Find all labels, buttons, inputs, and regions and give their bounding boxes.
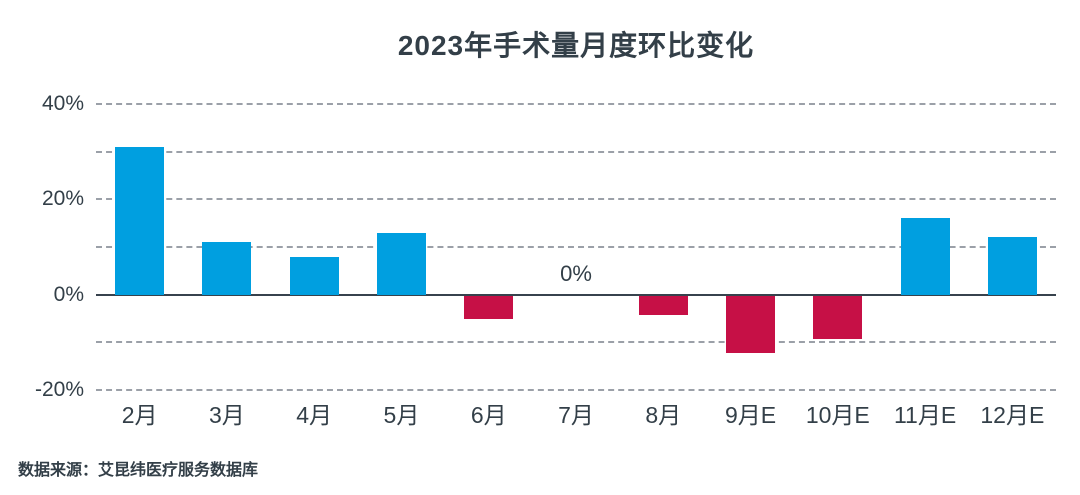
x-axis-label-9月E: 9月E — [724, 402, 777, 428]
y-axis-tick-label: 0% — [53, 282, 84, 306]
gridline--10 — [96, 341, 1056, 344]
bar-9月E — [726, 295, 776, 353]
bar-12月E — [987, 237, 1037, 295]
data-source-note: 数据来源：艾昆纬医疗服务数据库 — [18, 462, 259, 479]
x-axis-label-3月: 3月 — [209, 402, 245, 428]
bar-10月E — [813, 295, 863, 339]
x-axis-label-8月: 8月 — [645, 402, 682, 428]
bar-5月 — [376, 232, 426, 295]
gridline-10 — [96, 246, 1056, 248]
x-axis-label-6月: 6月 — [470, 402, 507, 428]
bar-2月 — [115, 146, 165, 295]
x-axis-label-2月: 2月 — [121, 402, 158, 428]
y-axis-tick-label: 40% — [41, 92, 84, 115]
x-axis-label-11月E: 11月E — [893, 402, 957, 428]
gridline-30 — [96, 150, 1056, 153]
x-axis-label-5月: 5月 — [383, 402, 420, 428]
gridline-20 — [96, 198, 1056, 201]
bar-3月 — [202, 242, 252, 295]
gridline-40 — [96, 103, 1056, 105]
bar-4月 — [289, 256, 339, 295]
x-axis-label-4月: 4月 — [296, 402, 333, 428]
gridline--20 — [96, 389, 1056, 391]
zero-value-label: 0% — [560, 260, 592, 286]
y-axis-tick-label: 20% — [41, 187, 84, 211]
chart-title: 2023年手术量月度环比变化 — [397, 30, 755, 61]
x-axis-label-7月: 7月 — [558, 402, 594, 428]
bar-11月E — [900, 218, 950, 295]
bar-6月 — [464, 295, 514, 320]
zero-axis-line — [96, 293, 1056, 296]
x-axis-label-10月E: 10月E — [805, 402, 870, 428]
x-axis-label-12月E: 12月E — [980, 402, 1045, 428]
y-axis-tick-label: -20% — [34, 378, 84, 401]
bar-8月 — [638, 295, 688, 315]
